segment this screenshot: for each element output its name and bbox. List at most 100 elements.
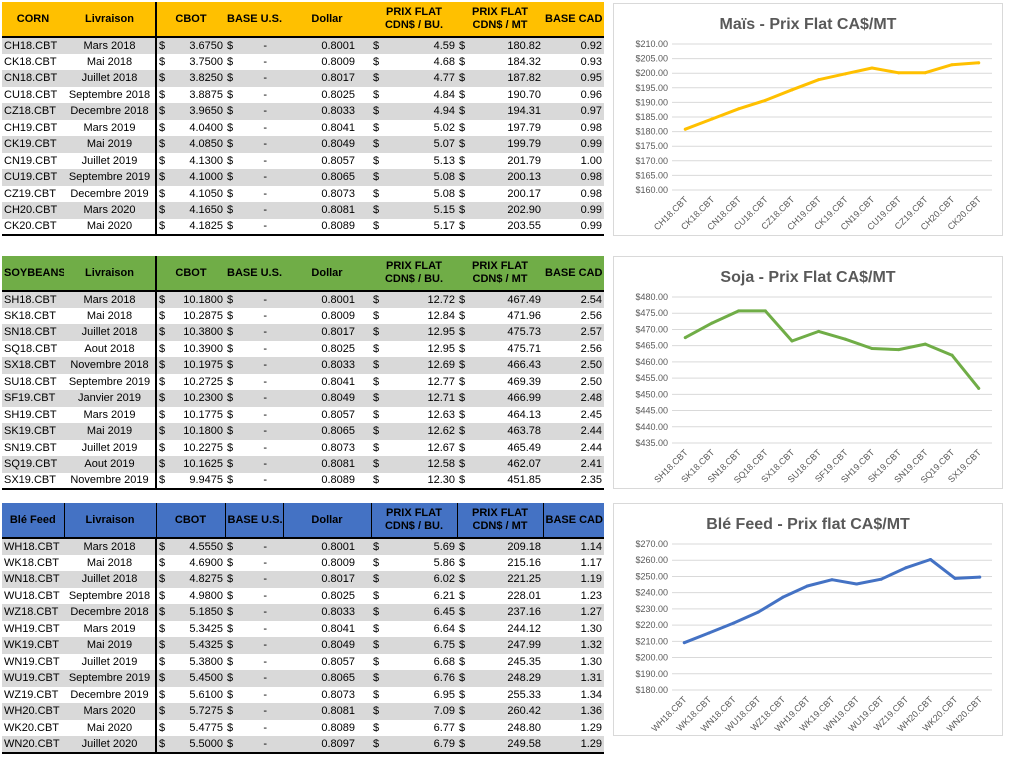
- livraison-cell: Mai 2018: [64, 554, 156, 571]
- symbol-text: SN18.CBT: [4, 326, 57, 339]
- dollar-text: 0.8089: [321, 474, 355, 487]
- prix-flat-mt-text: 190.70: [507, 88, 541, 101]
- base-us-text: -: [263, 573, 267, 586]
- cbot-value: $4.1825: [159, 219, 223, 233]
- dollar-text: 0.8049: [321, 639, 355, 652]
- table-row: SN19.CBT Juillet 2019 $10.2275 $ -0.8073 $12.…: [2, 439, 604, 456]
- prix-flat-bu-cell: $7.09: [371, 703, 457, 720]
- base-us-cell: $ -: [225, 390, 283, 407]
- cbot-cell: $3.7500: [155, 53, 225, 70]
- header-label: CDN$ / BU.: [384, 273, 444, 285]
- base-us-text: -: [263, 721, 267, 734]
- prix-flat-bu-cell: $12.72: [371, 291, 457, 308]
- base-us-value: $ -: [227, 219, 281, 233]
- dollar-text: 0.8001: [321, 293, 355, 306]
- currency-symbol: $: [227, 375, 234, 388]
- table-row: CH20.CBT Mars 2020 $4.1650 $ -0.8081 $5.15 $20…: [2, 202, 604, 219]
- prix-flat-bu-value: $4.77: [373, 71, 455, 85]
- header-label: CDN$ / BU.: [384, 520, 444, 532]
- y-tick-label: $220.00: [635, 620, 668, 630]
- currency-symbol: $: [459, 425, 466, 438]
- prix-flat-mt-text: 215.16: [507, 556, 541, 569]
- table-row: SU18.CBT Septembre 2019 $10.2725 $ -0.8041 $1…: [2, 373, 604, 390]
- dollar-cell: 0.8073: [283, 686, 371, 703]
- currency-symbol: $: [227, 441, 234, 454]
- livraison-text: Septembre 2018: [68, 589, 151, 602]
- symbol-cell: WN18.CBT: [2, 571, 64, 588]
- cbot-cell: $4.6900: [155, 554, 225, 571]
- prix-flat-mt-text: 451.85: [507, 474, 541, 487]
- prix-flat-bu-cell: $6.79: [371, 736, 457, 754]
- cbot-cell: $5.4500: [155, 670, 225, 687]
- y-tick-label: $165.00: [635, 170, 668, 180]
- base-us-value: $ -: [227, 737, 281, 751]
- header-label: Dollar: [311, 267, 343, 279]
- dollar-text: 0.8057: [321, 154, 355, 167]
- livraison-text: Mars 2018: [83, 39, 136, 52]
- dollar-cell: 0.8041: [283, 620, 371, 637]
- livraison-text: Mai 2018: [86, 309, 133, 322]
- prix-flat-mt-cell: $451.85: [457, 472, 543, 490]
- livraison-cell: Mars 2019: [64, 620, 156, 637]
- prix-flat-bu-cell: $5.86: [371, 554, 457, 571]
- prix-flat-mt-cell: $467.49: [457, 291, 543, 308]
- y-tick-label: $190.00: [635, 669, 668, 679]
- symbol-cell: WU18.CBT: [2, 587, 64, 604]
- base-us-cell: $ -: [225, 37, 283, 54]
- table-row: WN19.CBT Juillet 2019 $5.3800 $ -0.8057 $6.68…: [2, 653, 604, 670]
- livraison-cell: Juillet 2018: [64, 324, 156, 341]
- currency-symbol: $: [159, 326, 166, 339]
- prix-flat-bu-cell: $4.94: [371, 103, 457, 120]
- dollar-cell: 0.8017: [283, 571, 371, 588]
- prix-flat-bu-cell: $12.30: [371, 472, 457, 490]
- prix-flat-mt-value: $475.73: [459, 325, 541, 339]
- livraison-text: Aout 2018: [84, 342, 135, 355]
- currency-symbol: $: [227, 655, 234, 668]
- currency-symbol: $: [373, 721, 380, 734]
- symbol-cell: CU19.CBT: [2, 169, 64, 186]
- dollar-text: 0.8033: [321, 359, 355, 372]
- prix-flat-bu-text: 5.69: [433, 540, 455, 553]
- prix-flat-mt-text: 466.43: [507, 359, 541, 372]
- prix-flat-mt-cell: $200.13: [457, 169, 543, 186]
- currency-symbol: $: [459, 88, 466, 101]
- currency-symbol: $: [227, 88, 234, 101]
- symbol-cell: CZ18.CBT: [2, 103, 64, 120]
- base-us-value: $ -: [227, 622, 281, 636]
- prix-flat-bu-text: 5.08: [433, 171, 455, 184]
- currency-symbol: $: [159, 672, 166, 685]
- cbot-text: 4.1050: [189, 187, 223, 200]
- y-tick-label: $455.00: [635, 373, 668, 383]
- livraison-text: Juillet 2018: [81, 72, 138, 85]
- currency-symbol: $: [159, 171, 166, 184]
- prix-flat-mt-value: $471.96: [459, 309, 541, 323]
- prix-flat-bu-text: 6.75: [433, 639, 455, 652]
- currency-symbol: $: [227, 606, 234, 619]
- currency-symbol: $: [373, 606, 380, 619]
- dollar-text: 0.8049: [321, 138, 355, 151]
- prix-flat-bu-value: $12.67: [373, 441, 455, 455]
- prix-flat-bu-text: 7.09: [433, 705, 455, 718]
- cbot-text: 4.0850: [189, 138, 223, 151]
- base-cad-text: 0.99: [580, 220, 602, 233]
- y-tick-label: $185.00: [635, 112, 668, 122]
- base-us-value: $ -: [227, 71, 281, 85]
- prix-flat-mt-text: 187.82: [507, 72, 541, 85]
- currency-symbol: $: [459, 171, 466, 184]
- currency-symbol: $: [373, 737, 380, 750]
- cbot-cell: $10.1625: [155, 456, 225, 473]
- data-point: [805, 584, 809, 588]
- prix-flat-mt-value: $464.13: [459, 408, 541, 422]
- currency-symbol: $: [459, 138, 466, 151]
- prix-flat-bu-text: 4.59: [433, 39, 455, 52]
- dollar-cell: 0.8081: [283, 202, 371, 219]
- prix-flat-mt-text: 180.82: [507, 39, 541, 52]
- data-point: [928, 558, 932, 562]
- dollar-cell: 0.8097: [283, 736, 371, 754]
- base-us-text: -: [263, 705, 267, 718]
- base-cad-cell: 1.36: [543, 703, 604, 720]
- symbol-text: CZ18.CBT: [4, 105, 56, 118]
- currency-symbol: $: [459, 121, 466, 134]
- livraison-cell: Mars 2020: [64, 202, 156, 219]
- y-tick-label: $260.00: [635, 555, 668, 565]
